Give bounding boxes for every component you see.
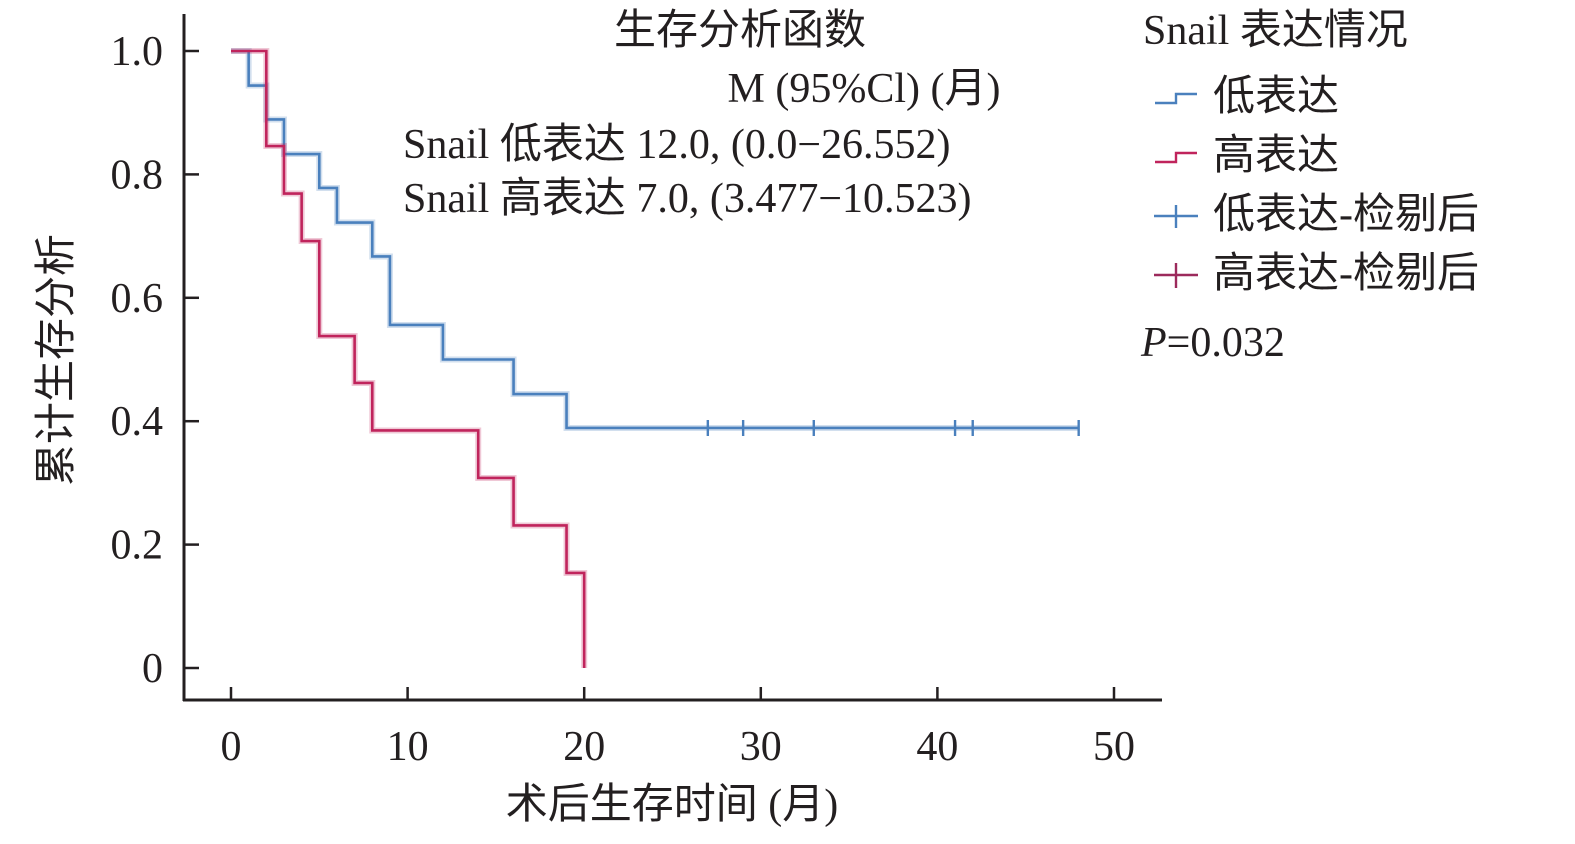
y-tick-label: 0.2 <box>111 523 164 569</box>
x-tick-label: 30 <box>740 724 782 770</box>
legend-label-high-censored: 高表达-检剔后 <box>1213 250 1479 297</box>
legend-plus-icon-high <box>1154 263 1198 288</box>
y-tick-label: 0.6 <box>111 276 164 322</box>
survival-curves <box>230 48 1080 669</box>
legend-entry-low: 低表达 <box>1155 74 1339 120</box>
p-value-symbol: P <box>1140 320 1167 366</box>
x-tick-label: 10 <box>387 724 429 770</box>
median-high: Snail 高表达 7.0, (3.477−10.523) <box>403 176 972 222</box>
legend: Snail 表达情况 低表达 高表达 低表达-检剔后 高表达-检剔后 P=0.0… <box>1140 8 1479 366</box>
chart-title: 生存分析函数 <box>614 8 866 54</box>
y-ticks: 0 0.2 0.4 0.6 0.8 1.0 <box>111 29 199 692</box>
y-tick-label: 0 <box>142 646 163 692</box>
legend-label-low: 低表达 <box>1213 74 1339 120</box>
median-header: M (95%Cl) (月) <box>728 66 1001 112</box>
legend-plus-icon-low <box>1154 205 1198 228</box>
x-axis-label: 术后生存时间 (月) <box>506 782 838 828</box>
legend-label-high: 高表达 <box>1213 133 1339 179</box>
p-value: P=0.032 <box>1140 320 1285 366</box>
median-low: Snail 低表达 12.0, (0.0−26.552) <box>403 122 951 168</box>
x-tick-label: 0 <box>221 724 242 770</box>
p-value-number: =0.032 <box>1167 320 1285 366</box>
legend-entry-high: 高表达 <box>1155 133 1339 179</box>
x-tick-label: 40 <box>916 724 958 770</box>
y-tick-label: 1.0 <box>111 29 164 75</box>
y-tick-label: 0.8 <box>111 152 164 198</box>
legend-entry-low-censored: 低表达-检剔后 <box>1154 191 1479 238</box>
x-ticks: 0 10 20 30 40 50 <box>221 687 1135 770</box>
legend-title: Snail 表达情况 <box>1143 8 1408 54</box>
legend-step-icon-low <box>1155 92 1197 105</box>
y-tick-label: 0.4 <box>111 399 164 445</box>
x-tick-label: 20 <box>563 724 605 770</box>
y-axis-label: 累计生存分析 <box>34 234 80 486</box>
legend-label-low-censored: 低表达-检剔后 <box>1213 191 1479 238</box>
legend-entry-high-censored: 高表达-检剔后 <box>1154 250 1479 297</box>
legend-step-icon-high <box>1155 151 1197 164</box>
x-tick-label: 50 <box>1093 724 1135 770</box>
